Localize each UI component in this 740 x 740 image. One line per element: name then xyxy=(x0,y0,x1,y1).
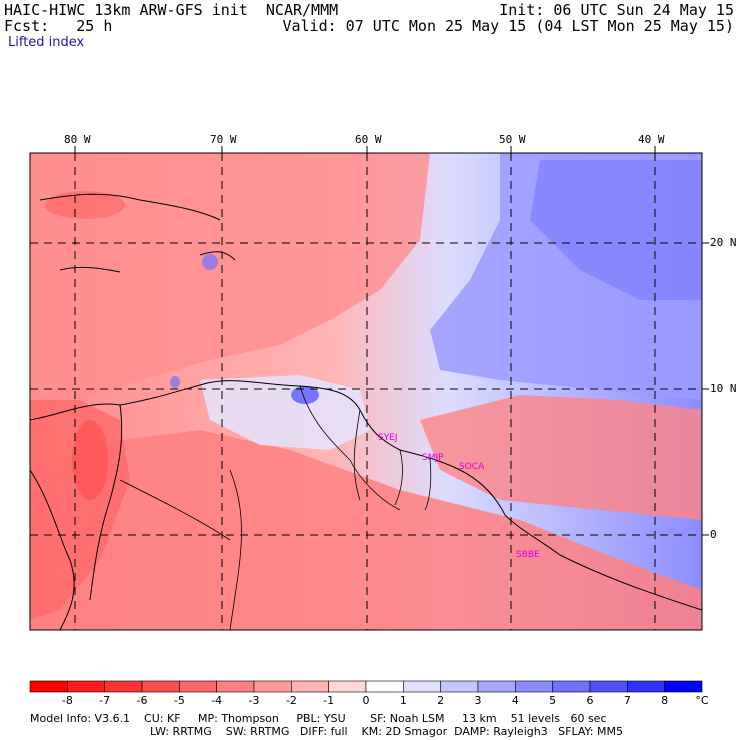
colorbar-tick-label: 0 xyxy=(362,694,370,707)
colorbar-swatch xyxy=(179,680,217,693)
region-equatorial-red xyxy=(420,395,702,520)
colorbar-swatch xyxy=(440,680,479,693)
blob-blue-3 xyxy=(170,376,180,388)
station-soca: SOCA xyxy=(459,462,485,472)
lat-label-20n: 20 N xyxy=(710,236,737,249)
station-sbbe: SBBE xyxy=(516,550,540,560)
model-info-line1: Model Info: V3.6.1 CU: KF MP: Thompson P… xyxy=(30,712,607,725)
lat-label-0: 0 xyxy=(710,528,717,541)
model-info-line2: LW: RRTMG SW: RRTMG DIFF: full KM: 2D Sm… xyxy=(150,725,623,738)
init-time: Init: 06 UTC Sun 24 May 15 xyxy=(499,1,734,19)
colorbar-tick-label: -3 xyxy=(248,694,260,707)
lon-label-80w: 80 W xyxy=(64,133,91,146)
colorbar-swatch xyxy=(627,680,665,693)
colorbar xyxy=(29,680,703,693)
colorbar-tick-label: -6 xyxy=(136,694,148,707)
lon-label-40w: 40 W xyxy=(638,133,665,146)
colorbar-swatch xyxy=(515,680,553,693)
colorbar-tick-label: 3 xyxy=(474,694,482,707)
colorbar-tick-label: 5 xyxy=(549,694,557,707)
title-left: HAIC-HIWC 13km ARW-GFS init NCAR/MMM xyxy=(4,1,339,19)
station-syej: SYEJ xyxy=(378,433,398,443)
coastlines xyxy=(30,193,702,630)
colorbar-tick-label: -2 xyxy=(285,694,297,707)
colorbar-swatch xyxy=(104,680,143,693)
field-name: Lifted index xyxy=(8,35,85,50)
colorbar-tick-label: 6 xyxy=(586,694,594,707)
colorbar-swatch xyxy=(141,680,180,693)
colorbar-swatch xyxy=(291,680,329,693)
region-south-america-red xyxy=(30,430,702,630)
region-atlantic-deep-blue xyxy=(530,160,702,300)
colorbar-tick-label: 4 xyxy=(511,694,519,707)
colorbar-swatch xyxy=(328,680,367,693)
blob-red-1 xyxy=(72,420,108,500)
colorbar-tick-label: -7 xyxy=(99,694,111,707)
colorbar-swatch xyxy=(403,680,441,693)
colorbar-tick-label: 2 xyxy=(437,694,445,707)
colorbar-tick-label: 1 xyxy=(399,694,407,707)
colorbar-swatch xyxy=(253,680,292,693)
colorbar-swatch xyxy=(477,680,516,693)
colorbar-swatch xyxy=(664,680,703,693)
lat-label-10n: 10 N xyxy=(710,382,737,395)
colorbar-tick-label: -4 xyxy=(211,694,223,707)
colorbar-tick-label: -5 xyxy=(173,694,185,707)
lon-label-60w: 60 W xyxy=(355,133,382,146)
colorbar-swatch xyxy=(365,680,404,693)
graticule xyxy=(30,153,702,630)
lon-label-50w: 50 W xyxy=(499,133,526,146)
blob-red-2 xyxy=(45,191,125,219)
borders xyxy=(119,385,432,630)
colorbar-tick-label: 7 xyxy=(623,694,631,707)
colorbar-swatch xyxy=(589,680,628,693)
colorbar-swatch xyxy=(67,680,105,693)
colorbar-tick-label: 8 xyxy=(661,694,669,707)
valid-time: Valid: 07 UTC Mon 25 May 15 (04 LST Mon … xyxy=(282,17,734,35)
station-smjp: SMJP xyxy=(422,453,444,463)
colorbar-swatch xyxy=(552,680,591,693)
blob-blue-1 xyxy=(291,386,319,404)
blob-blue-2 xyxy=(202,254,218,270)
region-venezuela-blue xyxy=(200,375,370,450)
lon-label-70w: 70 W xyxy=(210,133,237,146)
region-caribbean-red xyxy=(30,153,430,410)
colorbar-unit: °C xyxy=(695,694,709,707)
map-frame xyxy=(29,152,703,631)
colorbar-swatch xyxy=(216,680,255,693)
colorbar-swatch xyxy=(29,680,68,693)
colorbar-tick-label: -1 xyxy=(323,694,335,707)
forecast-hour: Fcst: 25 h xyxy=(4,17,113,35)
colorbar-tick-label: -8 xyxy=(61,694,73,707)
